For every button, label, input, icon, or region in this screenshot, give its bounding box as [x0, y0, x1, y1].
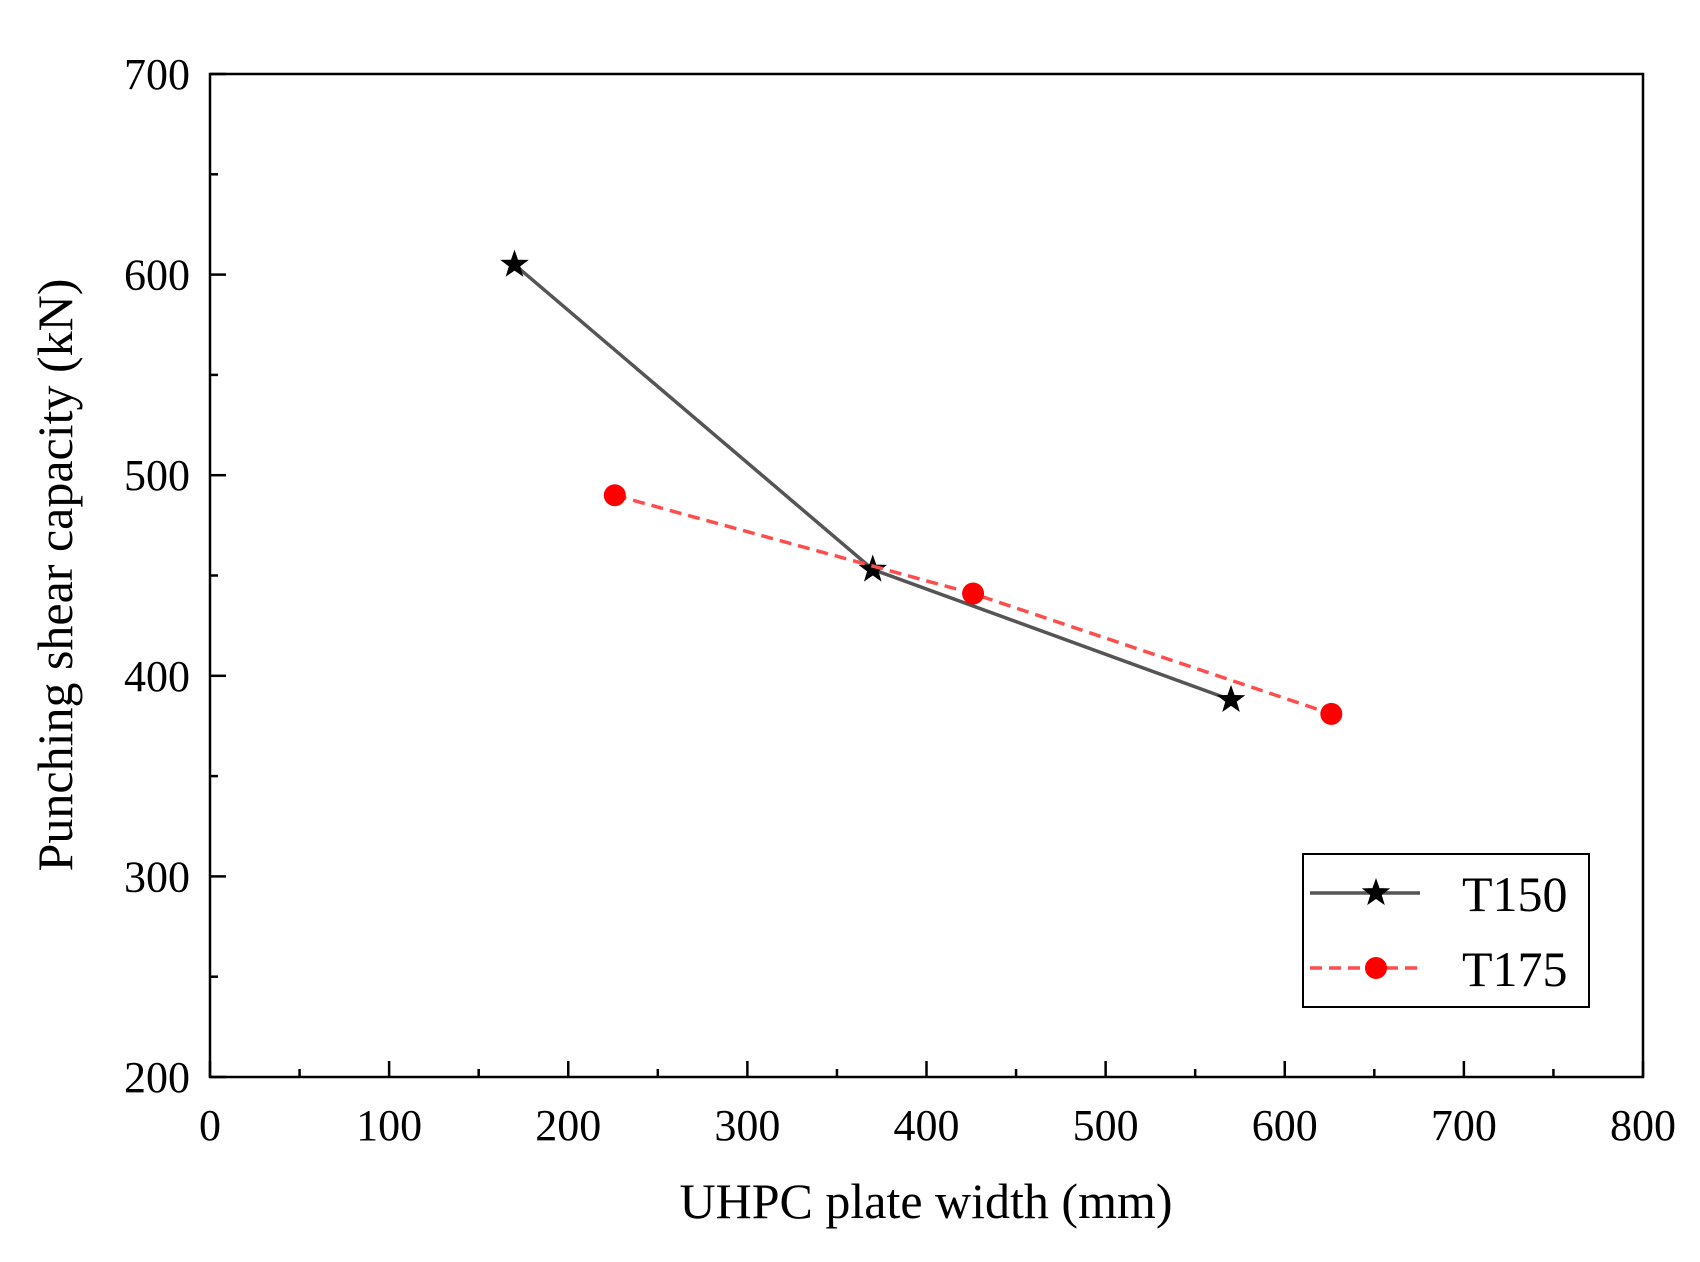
data-point-t175 [1320, 702, 1343, 725]
y-tick-label: 300 [124, 852, 190, 901]
legend-label-t175: T175 [1462, 941, 1568, 997]
x-axis-title: UHPC plate width (mm) [679, 1173, 1172, 1229]
x-tick-label: 700 [1431, 1101, 1497, 1150]
x-tick-label: 500 [1073, 1101, 1139, 1150]
y-tick-label: 400 [124, 652, 190, 701]
x-tick-label: 0 [199, 1101, 221, 1150]
y-tick-label: 700 [124, 50, 190, 99]
y-tick-label: 500 [124, 451, 190, 500]
y-axis-title: Punching shear capacity (kN) [27, 279, 83, 872]
x-tick-label: 600 [1252, 1101, 1318, 1150]
y-tick-label: 200 [124, 1053, 190, 1102]
legend-box [1302, 853, 1590, 1008]
legend-marker-t175 [1365, 957, 1387, 979]
x-axis-ticks: 0 100 200 300 400 500 600 700 800 [199, 1061, 1676, 1150]
data-point-t150 [500, 249, 529, 277]
x-tick-label: 100 [356, 1101, 422, 1150]
x-tick-label: 200 [535, 1101, 601, 1150]
x-tick-label: 300 [714, 1101, 780, 1150]
series-line-t150 [513, 263, 1232, 702]
legend-marker-t150 [1361, 878, 1391, 906]
data-point-t175 [603, 484, 626, 507]
x-tick-label: 800 [1610, 1101, 1676, 1150]
series-layer [500, 249, 1343, 725]
data-point-t150 [858, 554, 888, 582]
y-axis-ticks: 200 300 400 500 600 700 [124, 50, 226, 1102]
y-tick-label: 600 [124, 251, 190, 300]
legend-label-t150: T150 [1462, 866, 1568, 922]
legend: T150 T175 [1302, 853, 1590, 1008]
x-tick-label: 400 [894, 1101, 960, 1150]
data-point-t175 [962, 582, 985, 605]
data-point-t150 [1216, 684, 1246, 713]
